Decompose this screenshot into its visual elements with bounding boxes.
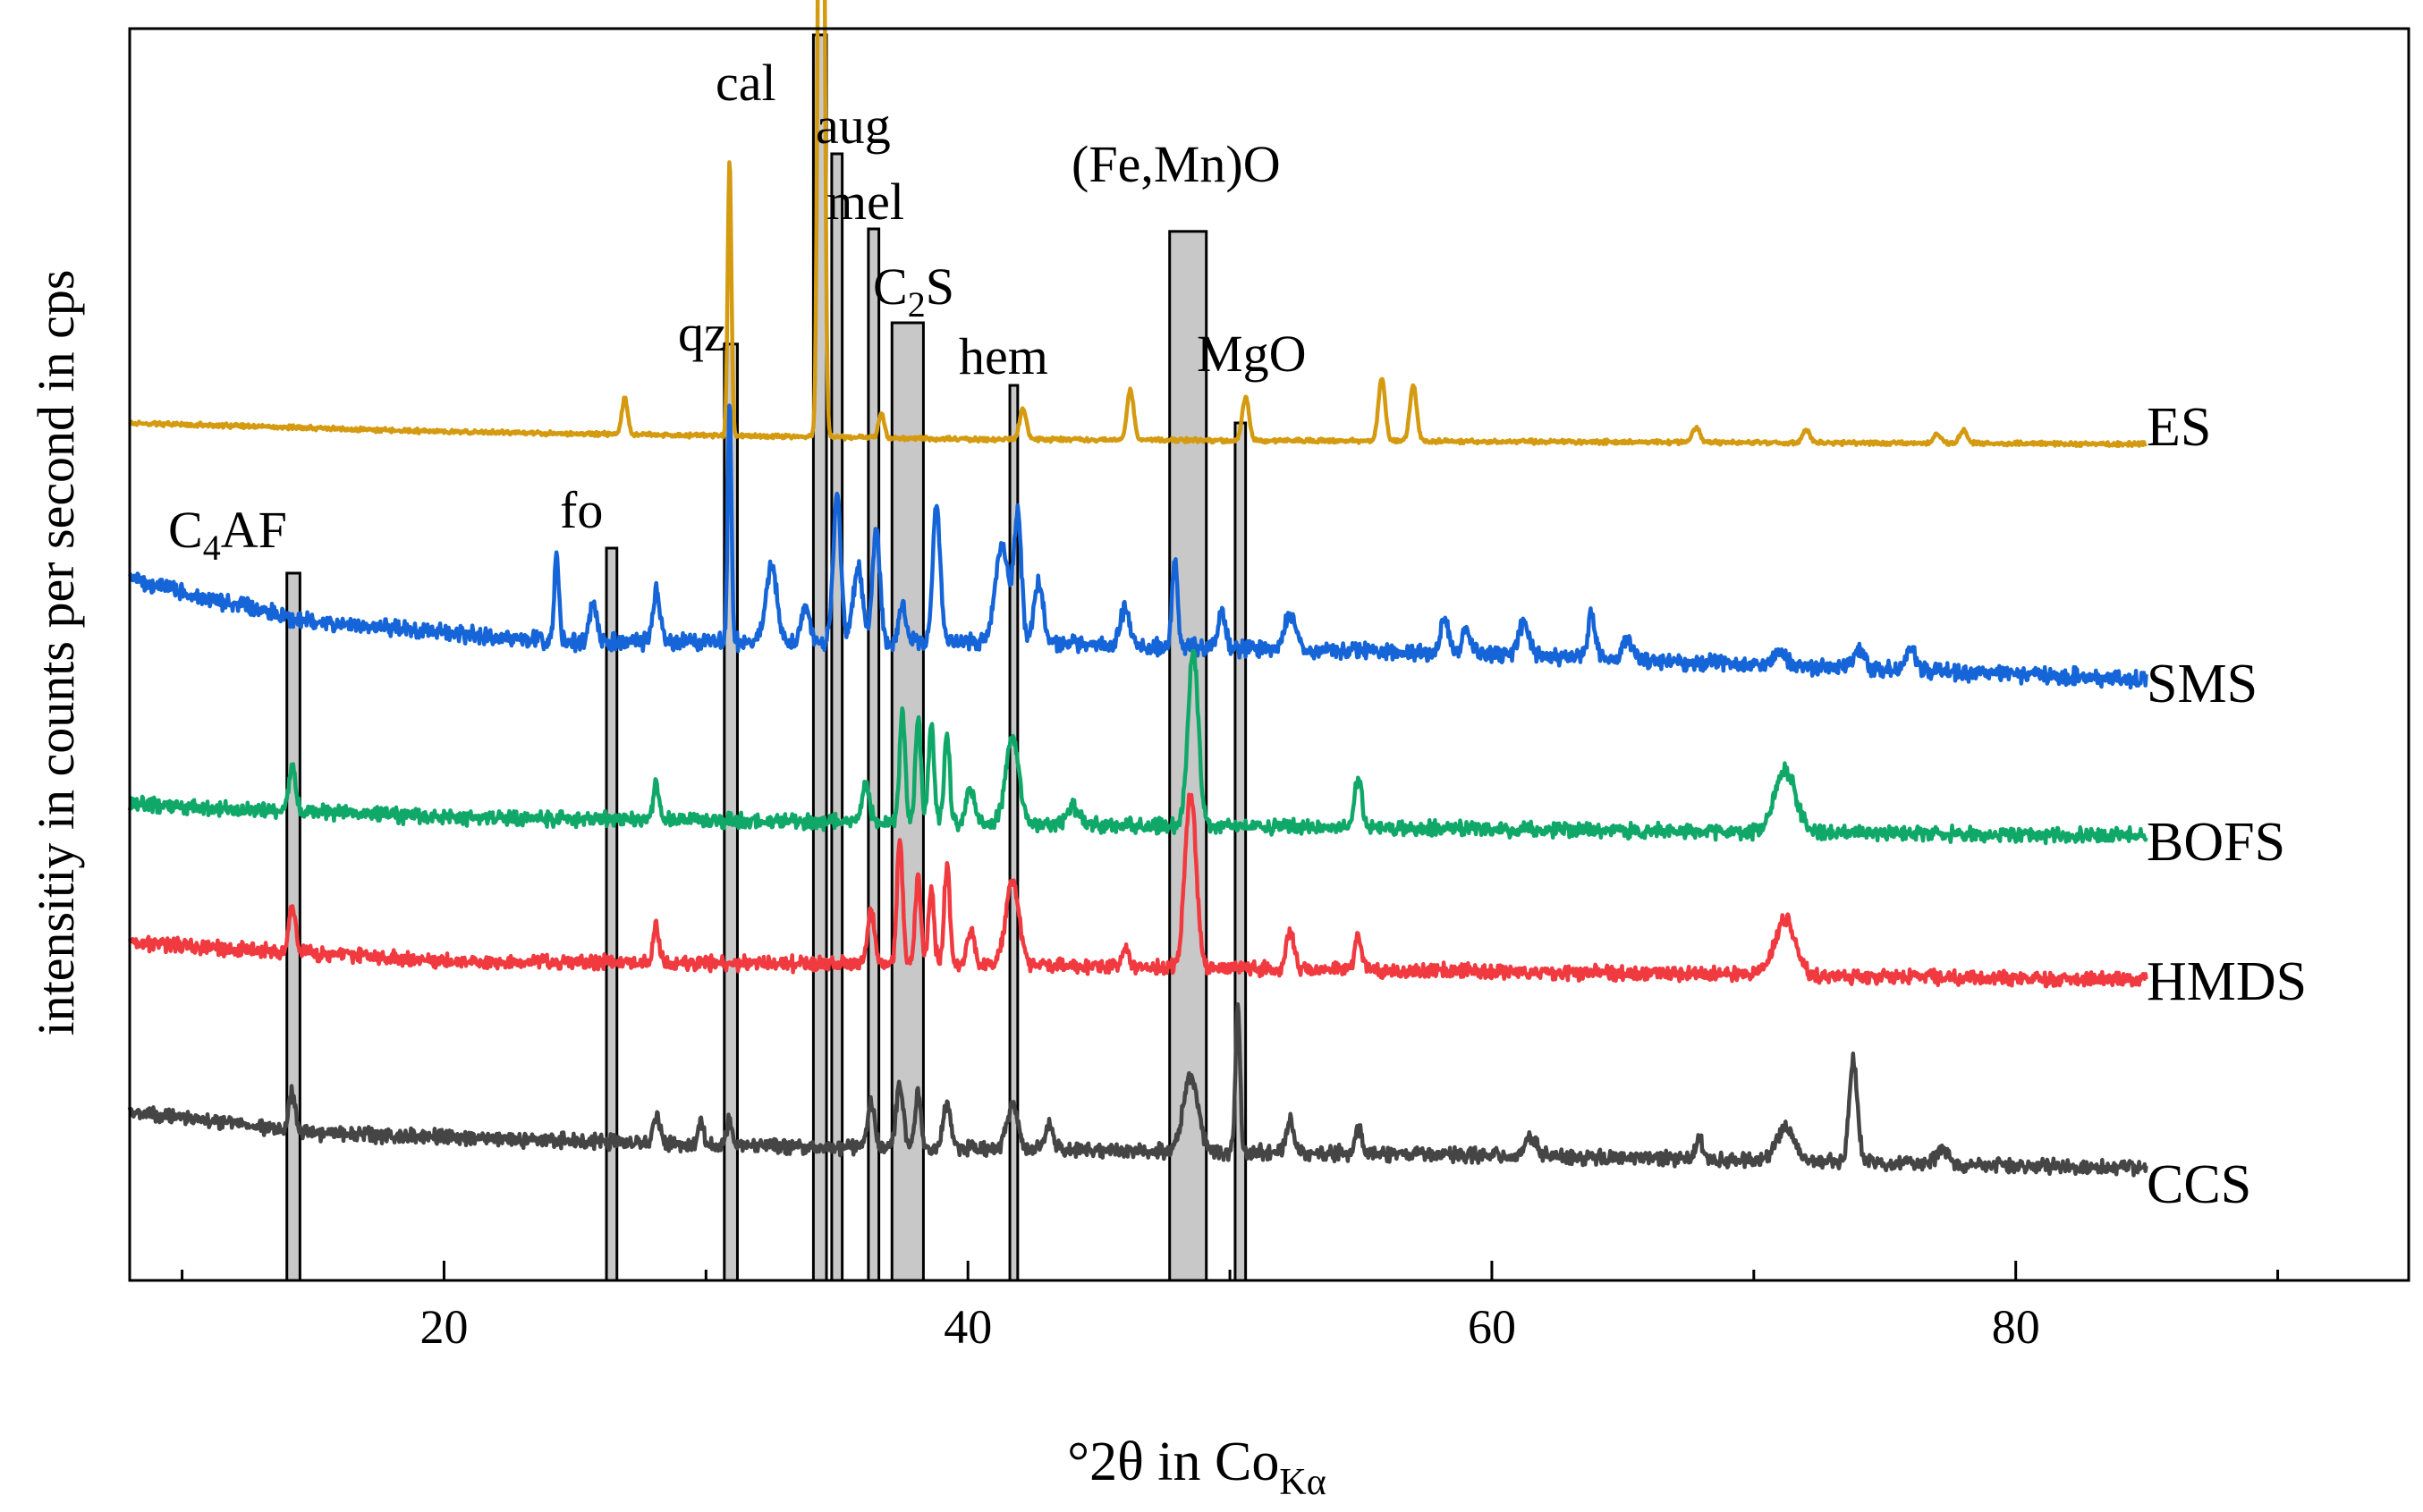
phase-bar-1 [605, 546, 619, 1282]
phase-label-0: C4AF [168, 501, 287, 568]
y-axis-label: intensitiy in counts per second in cps [27, 270, 85, 1036]
series-label-SMS: SMS [2147, 654, 2258, 714]
phase-label-4: aug [816, 97, 891, 155]
phase-label-5: mel [826, 173, 904, 231]
series-label-HMDS: HMDS [2147, 951, 2307, 1012]
series-trace-ES [127, 0, 2148, 449]
series-trace-CCS [127, 1002, 2148, 1178]
phase-label-2: qz [678, 304, 727, 362]
plot-frame [128, 27, 2410, 1282]
series-trace-BOFS [127, 648, 2148, 846]
x-tick-label: 80 [1992, 1300, 2040, 1354]
x-tick-label: 60 [1468, 1300, 1516, 1354]
x-axis-label: °2θ in CoKα [1067, 1432, 1326, 1503]
x-tick-label: 40 [944, 1300, 992, 1354]
series-label-CCS: CCS [2147, 1154, 2251, 1215]
phase-label-7: hem [959, 327, 1048, 385]
x-tick-label: 20 [419, 1300, 468, 1354]
phase-bar-4 [830, 152, 844, 1282]
axes [128, 27, 2410, 1282]
phase-label-9: MgO [1197, 325, 1306, 383]
phase-label-3: cal [716, 54, 776, 112]
series-trace-SMS [127, 403, 2148, 690]
series-label-BOFS: BOFS [2147, 812, 2285, 873]
phase-label-8: (Fe,Mn)O [1072, 135, 1281, 193]
diffraction-traces [127, 0, 2148, 1178]
phase-reference-bars [285, 33, 1248, 1282]
phase-label-1: fo [560, 481, 603, 539]
series-label-ES: ES [2147, 397, 2211, 458]
series-trace-HMDS [127, 792, 2148, 989]
phase-label-6: C2S [873, 258, 954, 325]
